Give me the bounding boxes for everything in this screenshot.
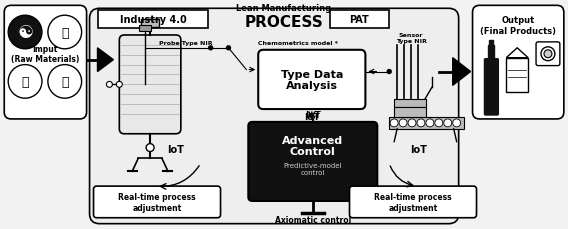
- Circle shape: [408, 119, 416, 127]
- Bar: [490, 41, 494, 48]
- Text: PROCESS: PROCESS: [245, 15, 323, 30]
- Circle shape: [399, 119, 407, 127]
- Circle shape: [208, 47, 212, 51]
- Circle shape: [8, 65, 42, 99]
- Text: IoT: IoT: [305, 111, 321, 120]
- Text: IoT: IoT: [168, 144, 185, 154]
- Circle shape: [387, 70, 391, 74]
- Bar: [394, 108, 426, 117]
- Text: Chemometrics model *: Chemometrics model *: [258, 41, 338, 46]
- Bar: [139, 26, 151, 32]
- Text: ☯: ☯: [17, 24, 33, 42]
- Text: Output
(Final Products): Output (Final Products): [480, 16, 556, 35]
- Circle shape: [8, 16, 42, 50]
- Text: 🦔: 🦔: [61, 26, 69, 39]
- Text: Sensor
Type NIR: Sensor Type NIR: [395, 33, 427, 44]
- FancyBboxPatch shape: [258, 51, 365, 110]
- Circle shape: [116, 82, 122, 88]
- Bar: [98, 11, 208, 29]
- Text: 🎒: 🎒: [22, 76, 29, 89]
- Text: Industry 4.0: Industry 4.0: [120, 15, 186, 25]
- FancyBboxPatch shape: [349, 186, 477, 218]
- FancyBboxPatch shape: [473, 6, 564, 119]
- Bar: [141, 20, 159, 28]
- FancyBboxPatch shape: [119, 36, 181, 134]
- Polygon shape: [453, 58, 470, 86]
- Text: Real-time process
adjustment: Real-time process adjustment: [374, 192, 452, 212]
- FancyBboxPatch shape: [485, 59, 498, 115]
- Circle shape: [48, 65, 82, 99]
- Circle shape: [48, 16, 82, 50]
- Circle shape: [541, 48, 555, 61]
- Circle shape: [227, 47, 231, 51]
- FancyBboxPatch shape: [4, 6, 86, 119]
- Circle shape: [146, 144, 154, 152]
- FancyBboxPatch shape: [94, 186, 220, 218]
- Text: Predictive-model
control: Predictive-model control: [283, 162, 342, 175]
- Bar: [394, 100, 426, 108]
- Circle shape: [453, 119, 461, 127]
- Polygon shape: [506, 49, 528, 58]
- Text: Axiomatic control: Axiomatic control: [275, 215, 351, 224]
- Text: Imput
(Raw Materials): Imput (Raw Materials): [11, 45, 79, 64]
- Circle shape: [426, 119, 434, 127]
- Circle shape: [390, 119, 398, 127]
- FancyBboxPatch shape: [248, 122, 377, 201]
- Text: 🌿: 🌿: [61, 76, 69, 89]
- Text: Type Data
Analysis: Type Data Analysis: [281, 69, 343, 91]
- Circle shape: [435, 119, 443, 127]
- Bar: [389, 117, 463, 129]
- Text: Probe Type NIR: Probe Type NIR: [159, 41, 212, 46]
- Bar: [506, 58, 528, 93]
- Polygon shape: [98, 49, 114, 72]
- Text: Advanced
Control: Advanced Control: [282, 135, 344, 157]
- Text: Real-time process
adjustment: Real-time process adjustment: [118, 192, 196, 212]
- Circle shape: [544, 51, 552, 58]
- Text: IoT: IoT: [304, 113, 320, 122]
- Circle shape: [417, 119, 425, 127]
- Circle shape: [106, 82, 112, 88]
- Text: Lean Manufacturing: Lean Manufacturing: [236, 4, 332, 13]
- Bar: [329, 11, 389, 29]
- FancyBboxPatch shape: [90, 9, 458, 224]
- Text: PAT: PAT: [349, 15, 369, 25]
- Text: IoT: IoT: [411, 144, 427, 154]
- FancyBboxPatch shape: [536, 43, 560, 66]
- Bar: [488, 46, 494, 63]
- Circle shape: [444, 119, 452, 127]
